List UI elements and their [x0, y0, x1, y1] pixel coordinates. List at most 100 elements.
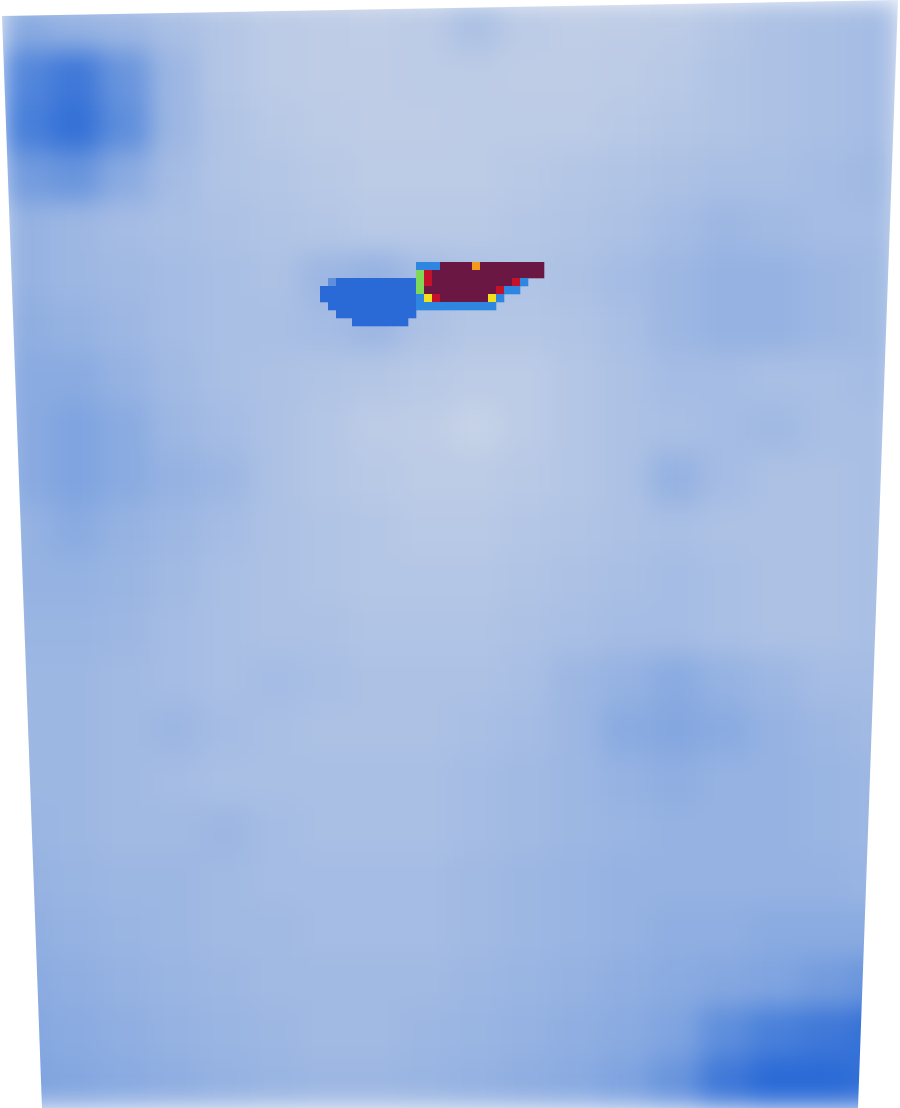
- field-cell: [600, 907, 651, 958]
- detail-cell: [480, 286, 488, 294]
- detail-cell: [448, 302, 456, 310]
- field-cell: [350, 504, 401, 555]
- field-cell: [650, 856, 701, 907]
- field-cell: [450, 504, 501, 555]
- detail-cell: [520, 278, 528, 286]
- field-cell: [850, 101, 900, 152]
- field-cell: [700, 151, 751, 202]
- field-cell: [750, 50, 801, 101]
- field-cell: [750, 705, 801, 756]
- field-cell: [200, 856, 251, 907]
- field-cell: [200, 252, 251, 303]
- field-cell: [550, 655, 601, 706]
- field-cell: [0, 0, 51, 51]
- field-cell: [800, 907, 851, 958]
- field-cell: [350, 353, 401, 404]
- field-cell: [550, 201, 601, 252]
- field-cell: [150, 0, 201, 51]
- field-cell: [500, 302, 551, 353]
- field-cell: [550, 856, 601, 907]
- detail-cell: [360, 286, 368, 294]
- field-cell: [0, 806, 51, 857]
- field-cell: [300, 705, 351, 756]
- detail-cell: [480, 262, 488, 270]
- field-cell: [500, 957, 551, 1008]
- field-cell: [250, 1058, 301, 1108]
- detail-cell: [336, 278, 344, 286]
- field-cell: [0, 1058, 51, 1108]
- detail-cell: [432, 278, 440, 286]
- field-cell: [400, 907, 451, 958]
- detail-cell: [416, 262, 424, 270]
- field-cell: [600, 957, 651, 1008]
- detail-cell: [368, 286, 376, 294]
- field-cell: [300, 806, 351, 857]
- field-cell: [600, 1058, 651, 1108]
- detail-cell: [472, 286, 480, 294]
- field-cell: [0, 655, 51, 706]
- detail-cell: [448, 278, 456, 286]
- field-cell: [650, 604, 701, 655]
- field-cell: [800, 856, 851, 907]
- detail-cell: [344, 310, 352, 318]
- field-cell: [500, 50, 551, 101]
- detail-cell: [344, 286, 352, 294]
- detail-cell: [416, 270, 424, 278]
- field-cell: [50, 151, 101, 202]
- field-cell: [0, 1007, 51, 1058]
- field-cell: [800, 403, 851, 454]
- detail-cell: [384, 310, 392, 318]
- field-cell: [850, 705, 900, 756]
- detail-cell: [512, 270, 520, 278]
- detail-cell: [472, 302, 480, 310]
- detail-cell: [536, 262, 544, 270]
- field-cell: [650, 755, 701, 806]
- detail-cell: [448, 270, 456, 278]
- field-cell: [0, 50, 51, 101]
- detail-cell: [360, 310, 368, 318]
- field-cell: [400, 453, 451, 504]
- detail-cell: [352, 302, 360, 310]
- detail-cell: [488, 262, 496, 270]
- field-cell: [600, 655, 651, 706]
- detail-cell: [384, 286, 392, 294]
- field-cell: [150, 554, 201, 605]
- detail-cell: [512, 278, 520, 286]
- field-cell: [850, 201, 900, 252]
- detail-cell: [528, 262, 536, 270]
- field-cell: [850, 957, 900, 1008]
- field-cell: [400, 755, 451, 806]
- detail-cell: [384, 302, 392, 310]
- field-cell: [250, 101, 301, 152]
- detail-cell: [368, 318, 376, 326]
- detail-cell: [424, 302, 432, 310]
- field-cell: [800, 353, 851, 404]
- field-cell: [50, 907, 101, 958]
- detail-cell: [424, 270, 432, 278]
- detail-cell: [480, 302, 488, 310]
- field-cell: [750, 504, 801, 555]
- field-cell: [550, 0, 601, 51]
- field-cell: [300, 755, 351, 806]
- detail-cell: [352, 310, 360, 318]
- field-cell: [550, 1007, 601, 1058]
- field-cell: [800, 201, 851, 252]
- field-cell: [100, 705, 151, 756]
- field-cell: [500, 705, 551, 756]
- field-cell: [650, 0, 701, 51]
- detail-cell: [360, 302, 368, 310]
- field-cell: [0, 151, 51, 202]
- field-cell: [750, 957, 801, 1008]
- field-cell: [250, 755, 301, 806]
- field-cell: [750, 0, 801, 51]
- field-cell: [650, 151, 701, 202]
- field-cell: [650, 655, 701, 706]
- detail-cell: [352, 294, 360, 302]
- field-cell: [250, 151, 301, 202]
- detail-cell: [328, 286, 336, 294]
- field-cell: [0, 705, 51, 756]
- field-cell: [850, 353, 900, 404]
- field-cell: [0, 604, 51, 655]
- field-cell: [700, 755, 751, 806]
- field-cell: [400, 252, 451, 303]
